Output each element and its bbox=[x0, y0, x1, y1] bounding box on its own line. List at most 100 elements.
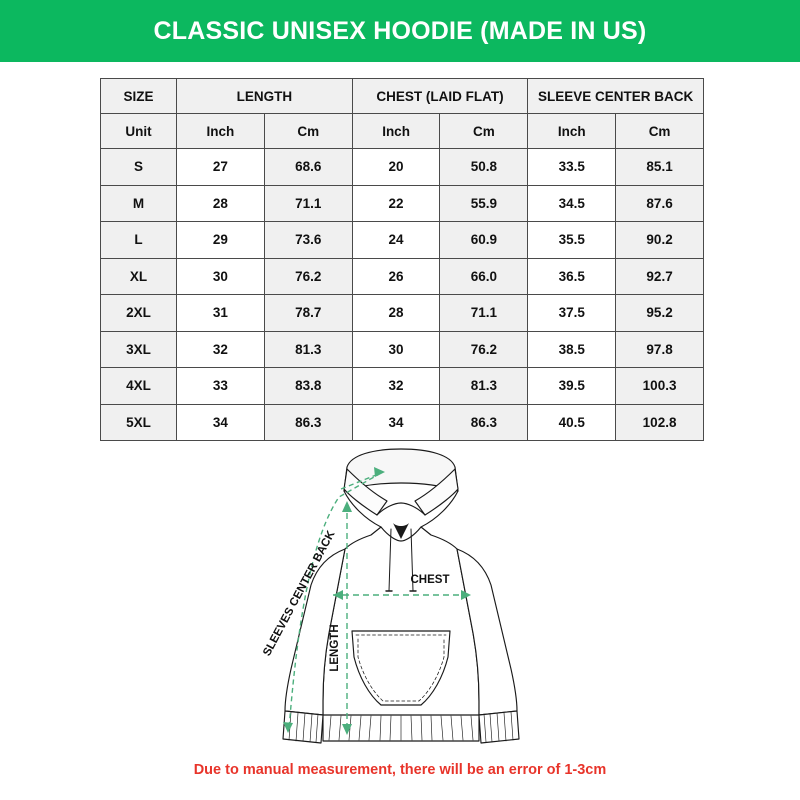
cell-length-inch: 27 bbox=[176, 148, 265, 186]
sleeves-arrow-bottom bbox=[283, 722, 293, 733]
neck-notch bbox=[393, 523, 409, 539]
cell-sleeve-cm: 87.6 bbox=[615, 184, 704, 222]
hood-guide bbox=[340, 472, 382, 490]
cell-sleeve-inch: 33.5 bbox=[527, 148, 617, 186]
pocket-topstitch-edge bbox=[357, 638, 445, 702]
measurement-disclaimer: Due to manual measurement, there will be… bbox=[193, 762, 607, 778]
cell-chest-cm: 81.3 bbox=[439, 367, 529, 405]
size-table-body: S 27 68.6 20 50.8 33.5 85.1 M 28 71.1 22 55.9 34.5 87… bbox=[100, 148, 704, 441]
header-sleeve: SLEEVE CENTER BACK bbox=[527, 78, 704, 114]
cell-sleeve-cm: 85.1 bbox=[615, 148, 704, 186]
cell-chest-cm: 66.0 bbox=[439, 257, 529, 295]
cell-length-cm: 81.3 bbox=[263, 330, 353, 368]
cell-sleeve-cm: 90.2 bbox=[615, 221, 704, 259]
header-size: SIZE bbox=[100, 78, 177, 114]
cell-chest-cm: 60.9 bbox=[439, 221, 529, 259]
cell-length-inch: 34 bbox=[176, 403, 265, 441]
table-row: S 27 68.6 20 50.8 33.5 85.1 bbox=[100, 148, 704, 186]
hood-edge-left bbox=[343, 490, 382, 528]
hood-arrow bbox=[374, 467, 385, 477]
shoulder-seam-right bbox=[420, 526, 432, 536]
drawstring-left bbox=[388, 528, 392, 592]
page-title: CLASSIC UNISEX HOODIE (MADE IN US) bbox=[153, 16, 647, 45]
cell-size: 4XL bbox=[100, 367, 177, 405]
cell-sleeve-cm: 102.8 bbox=[615, 403, 704, 441]
measurement-guides bbox=[288, 472, 469, 733]
cell-chest-cm: 50.8 bbox=[439, 148, 529, 186]
cell-chest-cm: 86.3 bbox=[439, 403, 529, 441]
header-length: LENGTH bbox=[176, 78, 353, 114]
title-banner: CLASSIC UNISEX HOODIE (MADE IN US) bbox=[0, 0, 800, 62]
right-cuff bbox=[478, 710, 520, 744]
cell-length-inch: 29 bbox=[176, 221, 265, 259]
size-table-container: SIZE LENGTH CHEST (LAID FLAT) SLEEVE CEN… bbox=[100, 78, 704, 441]
cell-sleeve-cm: 100.3 bbox=[615, 367, 704, 405]
cell-length-cm: 71.1 bbox=[263, 184, 353, 222]
table-row: 4XL 33 83.8 32 81.3 39.5 100.3 bbox=[100, 367, 704, 405]
header-length-cm: Cm bbox=[263, 113, 353, 149]
cell-chest-inch: 34 bbox=[351, 403, 441, 441]
left-cuff bbox=[282, 710, 324, 744]
cell-sleeve-cm: 92.7 bbox=[615, 257, 704, 295]
table-row: 2XL 31 78.7 28 71.1 37.5 95.2 bbox=[100, 294, 704, 332]
cell-chest-inch: 26 bbox=[351, 257, 441, 295]
sleeves-guide bbox=[288, 472, 382, 730]
hood-collar bbox=[376, 502, 426, 516]
cell-size: S bbox=[100, 148, 177, 186]
cell-size: 2XL bbox=[100, 294, 177, 332]
shoulder-seam-left bbox=[370, 526, 382, 536]
header-chest-inch: Inch bbox=[351, 113, 441, 149]
cell-chest-inch: 30 bbox=[351, 330, 441, 368]
table-row: 5XL 34 86.3 34 86.3 40.5 102.8 bbox=[100, 403, 704, 441]
hoodie-diagram: CHEST LENGTH SLEEVES CENTER BACK bbox=[255, 443, 555, 753]
measurement-arrowheads bbox=[283, 467, 471, 735]
cell-chest-inch: 28 bbox=[351, 294, 441, 332]
cell-chest-cm: 71.1 bbox=[439, 294, 529, 332]
header-unit: Unit bbox=[100, 113, 177, 149]
table-row: 3XL 32 81.3 30 76.2 38.5 97.8 bbox=[100, 330, 704, 368]
cell-size: 3XL bbox=[100, 330, 177, 368]
header-chest-cm: Cm bbox=[439, 113, 529, 149]
cell-length-cm: 86.3 bbox=[263, 403, 353, 441]
cell-sleeve-inch: 36.5 bbox=[527, 257, 617, 295]
cell-chest-cm: 55.9 bbox=[439, 184, 529, 222]
header-chest: CHEST (LAID FLAT) bbox=[351, 78, 529, 114]
cell-sleeve-cm: 95.2 bbox=[615, 294, 704, 332]
cell-sleeve-cm: 97.8 bbox=[615, 330, 704, 368]
left-sleeve bbox=[284, 548, 346, 716]
cell-length-inch: 31 bbox=[176, 294, 265, 332]
cell-length-cm: 68.6 bbox=[263, 148, 353, 186]
cell-sleeve-inch: 37.5 bbox=[527, 294, 617, 332]
cell-size: XL bbox=[100, 257, 177, 295]
cell-size: M bbox=[100, 184, 177, 222]
table-group-header-row: SIZE LENGTH CHEST (LAID FLAT) SLEEVE CEN… bbox=[100, 78, 704, 114]
cell-length-inch: 33 bbox=[176, 367, 265, 405]
cell-sleeve-inch: 34.5 bbox=[527, 184, 617, 222]
header-length-inch: Inch bbox=[176, 113, 265, 149]
table-row: M 28 71.1 22 55.9 34.5 87.6 bbox=[100, 184, 704, 222]
size-table: SIZE LENGTH CHEST (LAID FLAT) SLEEVE CEN… bbox=[100, 78, 704, 441]
cell-length-cm: 76.2 bbox=[263, 257, 353, 295]
chest-arrow-left bbox=[333, 590, 343, 600]
cell-sleeve-inch: 35.5 bbox=[527, 221, 617, 259]
kangaroo-pocket bbox=[351, 630, 451, 706]
header-sleeve-inch: Inch bbox=[527, 113, 617, 149]
cell-length-inch: 30 bbox=[176, 257, 265, 295]
cell-sleeve-inch: 38.5 bbox=[527, 330, 617, 368]
cell-chest-inch: 32 bbox=[351, 367, 441, 405]
cell-size: 5XL bbox=[100, 403, 177, 441]
table-row: L 29 73.6 24 60.9 35.5 90.2 bbox=[100, 221, 704, 259]
cell-chest-inch: 24 bbox=[351, 221, 441, 259]
cell-sleeve-inch: 40.5 bbox=[527, 403, 617, 441]
cell-length-cm: 73.6 bbox=[263, 221, 353, 259]
right-cuff-lines bbox=[483, 711, 514, 743]
cell-length-inch: 32 bbox=[176, 330, 265, 368]
chest-arrow-right bbox=[461, 590, 471, 600]
length-label: LENGTH bbox=[329, 624, 341, 671]
cell-chest-cm: 76.2 bbox=[439, 330, 529, 368]
right-sleeve bbox=[456, 548, 518, 716]
hood-edge-right bbox=[420, 490, 459, 528]
drawstring-right bbox=[410, 528, 414, 592]
header-sleeve-cm: Cm bbox=[615, 113, 704, 149]
